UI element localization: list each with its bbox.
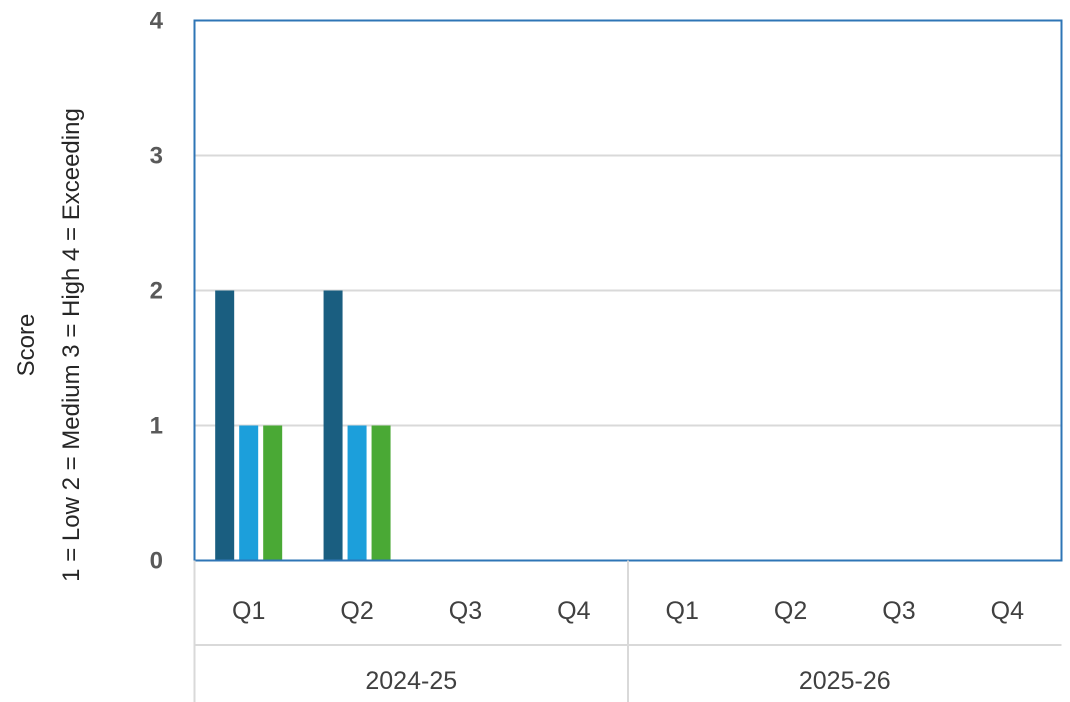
x-tick-label: Q3 bbox=[449, 597, 482, 625]
bar bbox=[239, 425, 259, 561]
x-tick-label: Q1 bbox=[666, 597, 699, 625]
y-tick-label: 1 bbox=[150, 413, 163, 440]
y-axis-title-line-1: Score bbox=[13, 314, 40, 377]
y-axis: 0 1 2 3 4 bbox=[150, 8, 164, 575]
y-axis-title: Score 1 = Low 2 = Medium 3 = High 4 = Ex… bbox=[13, 108, 85, 582]
y-tick-label: 2 bbox=[150, 278, 163, 305]
y-tick-label: 0 bbox=[150, 548, 163, 575]
x-tick-label: Q2 bbox=[774, 597, 807, 625]
x-tick-label: Q4 bbox=[991, 597, 1024, 625]
x-tick-label: Q3 bbox=[882, 597, 915, 625]
bar bbox=[323, 290, 343, 561]
y-tick-label: 4 bbox=[150, 8, 164, 35]
bars bbox=[215, 290, 391, 561]
bar bbox=[371, 425, 391, 561]
y-tick-label: 3 bbox=[150, 143, 163, 170]
x-group-label: 2025-26 bbox=[799, 667, 891, 695]
x-group-label: 2024-25 bbox=[365, 667, 457, 695]
x-tick-label: Q1 bbox=[232, 597, 265, 625]
bar bbox=[347, 425, 367, 561]
bar bbox=[215, 290, 235, 561]
y-axis-title-line-2: 1 = Low 2 = Medium 3 = High 4 = Exceedin… bbox=[58, 108, 85, 582]
x-axis: Q1 Q2 Q3 Q4 Q1 Q2 Q3 Q4 2024-25 2025-26 bbox=[193, 560, 1062, 702]
x-tick-label: Q4 bbox=[557, 597, 590, 625]
bar bbox=[263, 425, 283, 561]
x-tick-label: Q2 bbox=[340, 597, 373, 625]
